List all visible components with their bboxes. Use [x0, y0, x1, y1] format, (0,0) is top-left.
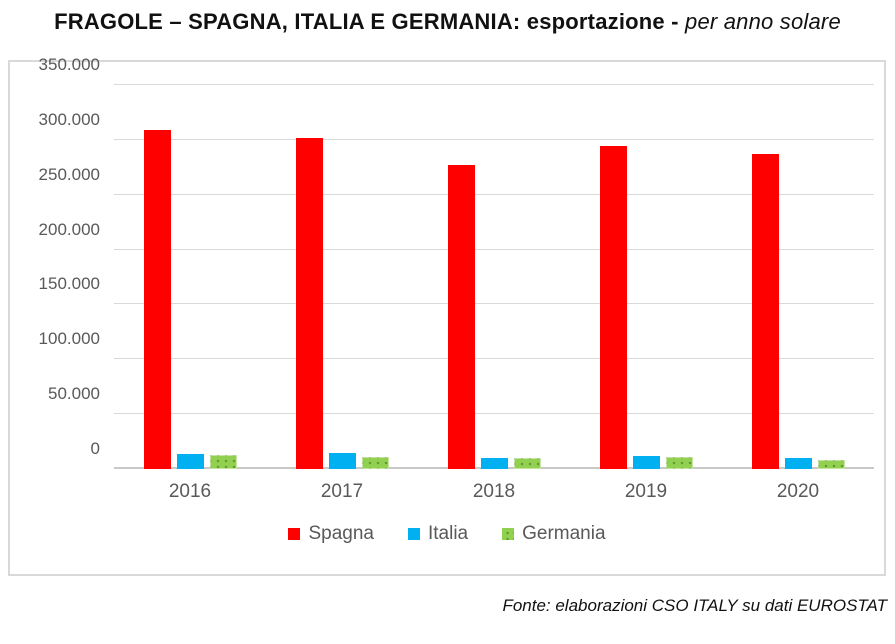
bar-spagna-2016	[143, 129, 171, 469]
gridline	[114, 413, 874, 415]
legend-label-germania: Germania	[522, 523, 606, 544]
y-tick-label: 50.000	[48, 384, 100, 404]
bar-germania-2017	[361, 456, 389, 469]
bar-italia-2016	[176, 453, 204, 469]
bar-spagna-2017	[295, 137, 323, 469]
bar-spagna-2018	[447, 165, 475, 469]
bars-layer	[114, 85, 874, 469]
gridline	[114, 248, 874, 250]
gridline	[114, 193, 874, 195]
chart-title-main: FRAGOLE – SPAGNA, ITALIA E GERMANIA: esp…	[54, 9, 686, 34]
gridline	[114, 358, 874, 360]
bar-spagna-2019	[599, 146, 627, 469]
bar-group-2019	[570, 85, 722, 469]
x-axis-label-2020: 2020	[776, 481, 820, 502]
bar-germania-2016	[209, 454, 237, 469]
bar-italia-2018	[480, 458, 508, 469]
legend-item-spagna: Spagna	[288, 523, 374, 545]
legend-item-italia: Italia	[407, 523, 469, 545]
legend-label-spagna: Spagna	[308, 523, 374, 544]
bar-italia-2017	[328, 452, 356, 469]
chart-frame: 0 50.000 100.000 150.000 200.000 250.000 300.0…	[8, 55, 886, 576]
x-axis-label-2016: 2016	[168, 481, 212, 502]
y-tick-label: 100.000	[38, 329, 100, 349]
gridline	[114, 138, 874, 140]
legend-label-italia: Italia	[427, 523, 469, 544]
bar-spagna-2020	[751, 154, 779, 469]
chart-title: FRAGOLE – SPAGNA, ITALIA E GERMANIA: esp…	[0, 9, 895, 35]
bar-group-2017	[266, 85, 418, 469]
y-tick-label: 300.000	[38, 109, 100, 129]
y-tick-label: 0	[90, 439, 100, 458]
legend-swatch-spagna	[288, 528, 301, 540]
bar-group-2020	[722, 85, 874, 469]
legend: Spagna Italia Germania	[10, 523, 884, 545]
bar-germania-2018	[513, 458, 541, 469]
legend-item-germania: Germania	[502, 523, 606, 545]
plot-area: 0 50.000 100.000 150.000 200.000 250.000 300.0…	[39, 55, 874, 469]
legend-swatch-italia	[407, 528, 420, 540]
bar-group-2018	[418, 85, 570, 469]
bar-italia-2020	[784, 458, 812, 469]
gridline	[114, 84, 874, 85]
x-axis-label-2017: 2017	[320, 481, 364, 502]
x-axis-labels: 2016 2017 2018 2019 2020	[114, 481, 874, 503]
y-tick-label: 250.000	[38, 164, 100, 184]
legend-swatch-germania	[502, 528, 515, 540]
chart-title-suffix: per anno solare	[685, 9, 841, 34]
y-tick-label: 150.000	[38, 274, 100, 294]
x-axis-label-2019: 2019	[624, 481, 668, 502]
y-tick-label: 200.000	[38, 219, 100, 239]
bar-italia-2019	[632, 455, 660, 469]
x-axis-label-2018: 2018	[472, 481, 516, 502]
gridline	[114, 303, 874, 305]
source-note: Fonte: elaborazioni CSO ITALY su dati EU…	[502, 596, 887, 615]
bar-germania-2019	[665, 456, 693, 469]
bar-group-2016	[114, 85, 266, 469]
y-tick-label: 350.000	[38, 55, 100, 74]
bar-germania-2020	[817, 460, 845, 469]
